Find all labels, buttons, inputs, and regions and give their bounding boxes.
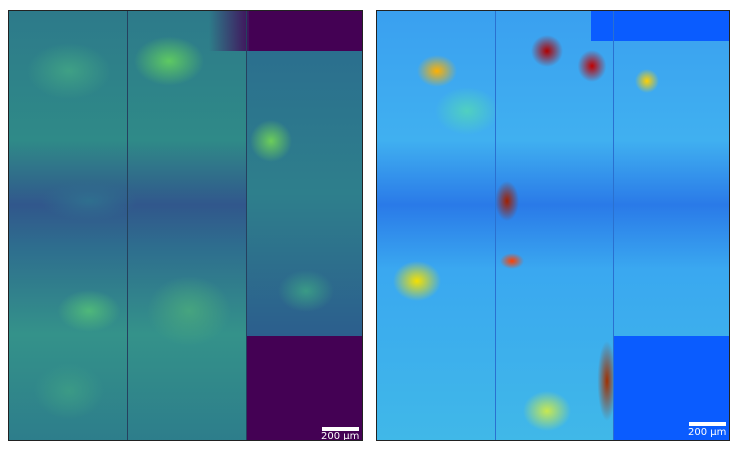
scale-bar-label: 200 µm bbox=[321, 431, 360, 441]
tissue-region bbox=[9, 11, 249, 440]
tile-seam bbox=[127, 11, 128, 440]
viridis-image-panel: 200 µm bbox=[8, 10, 363, 441]
scale-bar bbox=[322, 427, 359, 431]
tissue-region bbox=[246, 51, 362, 336]
scale-bar-label: 200 µm bbox=[688, 427, 727, 438]
tile-seam bbox=[613, 11, 614, 440]
empty-tile bbox=[591, 11, 729, 41]
tile-seam bbox=[495, 11, 496, 440]
scale-bar bbox=[689, 422, 726, 426]
dark-background-corner bbox=[209, 11, 362, 51]
tile-seam bbox=[246, 11, 247, 440]
jet-image-panel: 200 µm bbox=[376, 10, 730, 441]
empty-tile bbox=[246, 336, 362, 440]
